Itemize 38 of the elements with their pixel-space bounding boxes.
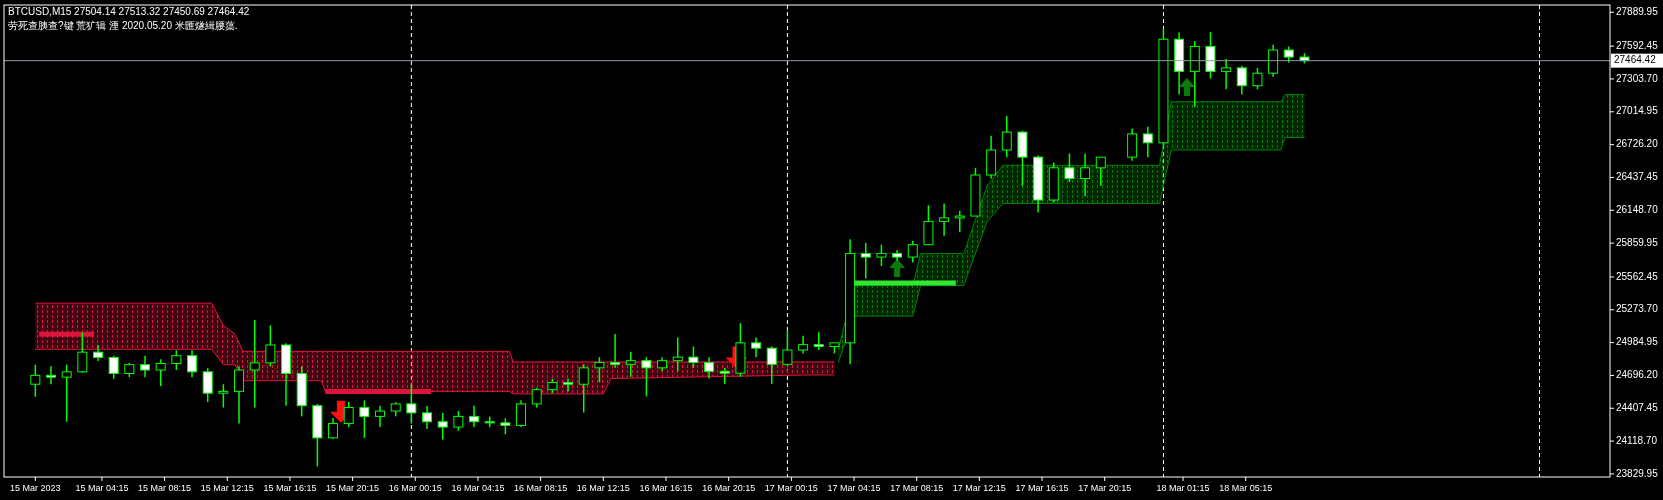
x-tick-label: 16 Mar 16:15: [639, 483, 693, 493]
y-tick-label: 25562.45: [1616, 270, 1659, 282]
x-tick-label: 16 Mar 08:15: [514, 483, 568, 493]
x-tick-label: 17 Mar 08:15: [890, 483, 944, 493]
y-tick-label: 25273.70: [1616, 303, 1659, 315]
y-tick-label: 26726.20: [1616, 138, 1659, 150]
x-tick-label: 17 Mar 20:15: [1078, 483, 1132, 493]
x-tick-label: 18 Mar 05:15: [1219, 483, 1273, 493]
y-tick-label: 24118.70: [1616, 434, 1658, 446]
x-tick-label: 17 Mar 16:15: [1015, 483, 1069, 493]
x-tick-label: 15 Mar 12:15: [200, 483, 254, 493]
x-tick-label: 15 Mar 04:15: [75, 483, 129, 493]
subtitle: 劳死查胰查?键 荒犷辑 湮 2020.05.20 米匯燧緝腰蕖.: [8, 20, 238, 31]
x-tick-label: 16 Mar 20:15: [702, 483, 756, 493]
x-tick-label: 16 Mar 12:15: [576, 483, 630, 493]
ref-line-label: 27464.42: [1614, 54, 1657, 66]
y-tick-label: 24696.20: [1616, 369, 1659, 381]
x-tick-label: 16 Mar 00:15: [388, 483, 442, 493]
y-tick-label: 26437.45: [1616, 171, 1659, 183]
y-tick-label: 27889.95: [1616, 5, 1659, 17]
x-tick-label: 17 Mar 04:15: [827, 483, 881, 493]
x-tick-label: 17 Mar 00:15: [764, 483, 818, 493]
x-tick-label: 17 Mar 12:15: [952, 483, 1006, 493]
x-tick-label: 18 Mar 01:15: [1156, 483, 1210, 493]
y-tick-label: 24407.45: [1616, 401, 1659, 413]
y-tick-label: 25859.95: [1616, 236, 1659, 248]
x-tick-label: 15 Mar 16:15: [263, 483, 317, 493]
x-tick-label: 15 Mar 08:15: [138, 483, 192, 493]
x-tick-label: 15 Mar 2023: [10, 483, 61, 493]
y-tick-label: 27303.70: [1616, 72, 1659, 84]
y-tick-label: 23829.95: [1616, 467, 1659, 479]
y-tick-label: 26148.70: [1616, 203, 1659, 215]
x-tick-label: 16 Mar 04:15: [451, 483, 505, 493]
title: BTCUSD,M15 27504.14 27513.32 27450.69 27464.42: [8, 6, 250, 17]
y-tick-label: 27592.45: [1616, 39, 1659, 51]
x-tick-label: 15 Mar 20:15: [326, 483, 380, 493]
y-tick-label: 24984.95: [1616, 336, 1659, 348]
y-tick-label: 27014.95: [1616, 105, 1659, 117]
